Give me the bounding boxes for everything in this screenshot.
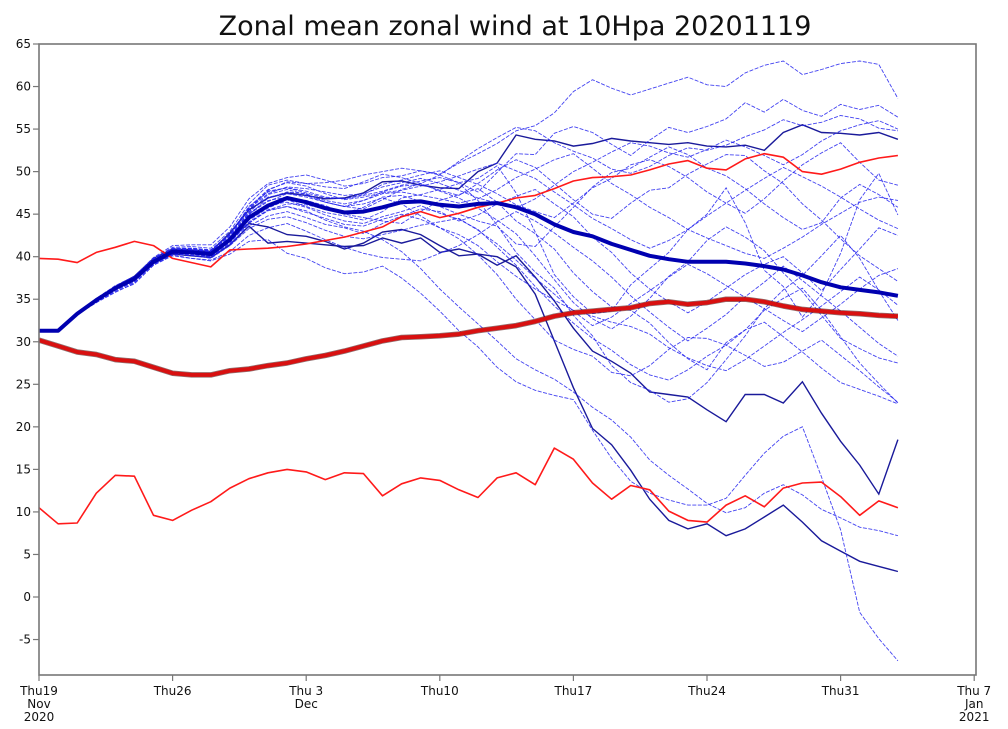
ensemble-member-line — [39, 162, 899, 332]
x-tick-label: Thu 3 — [288, 684, 323, 698]
x-tick-label: Thu31 — [821, 684, 860, 698]
y-tick-label: 5 — [23, 547, 31, 561]
climatology-mean-shadow — [39, 296, 899, 378]
ensemble-member-line — [39, 60, 899, 332]
x-tick-label: Thu17 — [553, 684, 592, 698]
plot-lines — [39, 60, 899, 662]
x-tick-label: Thu24 — [687, 684, 726, 698]
ensemble-member-line — [39, 153, 898, 332]
climatology-min-line — [39, 447, 899, 525]
y-tick-label: 40 — [16, 250, 31, 264]
plot-frame — [38, 43, 977, 676]
x-tick-label: Thu26 — [153, 684, 192, 698]
chart-title: Zonal mean zonal wind at 10Hpa 20201119 — [219, 11, 812, 42]
y-tick-label: 15 — [16, 462, 31, 476]
ensemble-member-line — [39, 142, 899, 332]
axes — [38, 43, 977, 676]
ensemble-member-line — [39, 120, 899, 332]
ensemble-member-line — [39, 193, 899, 403]
ensemble-mean-line — [39, 196, 899, 333]
ensemble-member-line — [39, 183, 899, 364]
ensemble-member-line — [39, 154, 899, 332]
x-tick-label: Nov — [27, 697, 50, 711]
x-tick-label: Thu19 — [19, 684, 58, 698]
ensemble-member-line — [39, 188, 899, 404]
y-tick-label: 45 — [16, 207, 31, 221]
y-tick-label: 20 — [16, 420, 31, 434]
y-tick-label: 55 — [16, 122, 31, 136]
ensemble-member-line — [39, 206, 899, 372]
x-tick-label: 2020 — [24, 710, 55, 724]
climatology-mean-line — [39, 297, 898, 377]
ensemble-member-line — [39, 182, 899, 403]
y-tick-label: 10 — [16, 505, 31, 519]
x-tick-label: 2021 — [959, 710, 990, 724]
y-tick-label: 60 — [16, 80, 31, 94]
y-tick-label: 35 — [16, 292, 31, 306]
y-tick-label: 50 — [16, 165, 31, 179]
x-tick-label: Thu 7 — [956, 684, 991, 698]
ensemble-member-line — [39, 124, 899, 332]
series-group — [39, 60, 899, 662]
climatology-max-line — [39, 152, 899, 268]
x-tick-label: Thu10 — [420, 684, 459, 698]
y-tick-label: 0 — [23, 590, 31, 604]
y-tick-label: -5 — [19, 633, 31, 647]
y-tick-label: 30 — [16, 335, 31, 349]
x-tick-label: Jan — [964, 697, 984, 711]
ensemble-member-line — [39, 98, 899, 332]
ensemble-member-line — [39, 115, 898, 332]
y-tick-label: 65 — [16, 37, 31, 51]
ensemble-member-line — [39, 165, 899, 332]
x-tick-label: Dec — [295, 697, 318, 711]
y-tick-label: 25 — [16, 377, 31, 391]
